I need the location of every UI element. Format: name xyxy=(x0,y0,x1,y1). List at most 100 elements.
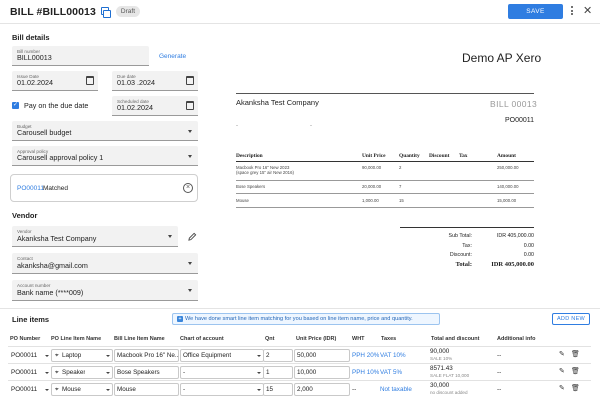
preview-total-label: Total: xyxy=(455,261,472,268)
chevron-down-icon[interactable] xyxy=(45,355,49,357)
approval-policy-select[interactable]: Approval policy Carousell approval polic… xyxy=(12,146,198,166)
preview-row-2-quantity: 7 xyxy=(399,184,402,189)
save-button[interactable]: SAVE xyxy=(508,4,563,19)
preview-address-2: - xyxy=(310,123,312,129)
scheduled-date-value[interactable]: 01.02.2024 xyxy=(117,103,153,112)
edit-row-icon[interactable]: ✎ xyxy=(559,351,565,358)
calendar-icon[interactable] xyxy=(186,76,194,85)
due-date-label: Due date xyxy=(117,74,136,79)
chevron-down-icon[interactable] xyxy=(106,389,110,391)
chart-of-account-select[interactable] xyxy=(180,383,264,396)
bill-line-item-input[interactable] xyxy=(114,349,179,362)
preview-row-3-unit-price: 1,000.00 xyxy=(362,198,379,203)
preview-row-1-description: Macbook Pro 16" New 2023 (space grey 15" … xyxy=(236,165,294,176)
chevron-down-icon[interactable] xyxy=(188,262,192,265)
po-line-item-select[interactable] xyxy=(51,349,113,362)
account-number-select[interactable]: Account number Bank name (****009) xyxy=(12,280,198,301)
budget-value: Carousell budget xyxy=(17,128,72,137)
row-wht[interactable]: PPH 20% xyxy=(352,352,380,359)
chevron-down-icon[interactable] xyxy=(257,389,261,391)
add-line-item-button[interactable]: ADD NEW xyxy=(552,313,590,325)
col-wht: WHT xyxy=(352,336,365,342)
chevron-down-icon[interactable] xyxy=(45,389,49,391)
row-qty: 2 xyxy=(266,352,270,359)
delete-row-icon[interactable]: 🗑 xyxy=(571,385,580,392)
bill-number-field[interactable]: Bill number BILL00013 xyxy=(12,46,149,66)
issue-date-label: Issue Date xyxy=(17,74,39,79)
contact-select[interactable]: Contact akanksha@gmail.com xyxy=(12,253,198,274)
unit-price-input[interactable] xyxy=(294,349,350,362)
qty-input[interactable] xyxy=(263,349,293,362)
po-link[interactable]: PO00011 xyxy=(17,185,44,192)
row-taxes[interactable]: Not taxable xyxy=(380,386,412,393)
issue-date-field[interactable]: Issue Date 01.02.2024 xyxy=(12,71,98,91)
qty-input[interactable] xyxy=(263,366,293,379)
issue-date-value[interactable]: 01.02.2024 xyxy=(17,78,53,87)
preview-row-2-amount: 140,000.00 xyxy=(497,184,519,189)
due-date-field[interactable]: Due date 01.03 .2024 xyxy=(112,71,198,91)
row-wht[interactable]: PPH 10% xyxy=(352,369,380,376)
split-icon: ⌖ xyxy=(55,386,59,393)
po-match-box: PO00011 Matched × xyxy=(10,174,198,202)
preview-row-2-unit-price: 20,000.00 xyxy=(362,184,382,189)
bill-line-item-input[interactable] xyxy=(114,383,179,396)
row-taxes[interactable]: VAT 10% xyxy=(380,352,406,359)
row-chart-of-account: Office Equipment xyxy=(183,352,232,359)
copy-icon[interactable] xyxy=(100,7,112,18)
budget-select[interactable]: Budget Carousell budget xyxy=(12,121,198,141)
qty-input[interactable] xyxy=(263,383,293,396)
more-options-icon[interactable] xyxy=(570,6,574,17)
edit-vendor-icon[interactable] xyxy=(188,232,197,241)
calendar-icon[interactable] xyxy=(186,101,194,110)
preview-discount-label: Discount: xyxy=(449,252,472,258)
delete-row-icon[interactable]: 🗑 xyxy=(571,368,580,375)
calendar-icon[interactable] xyxy=(86,76,94,85)
preview-summary-line xyxy=(400,227,534,228)
row-discount: SALE 10% xyxy=(430,356,453,361)
preview-row-3-description: Mouse xyxy=(236,198,249,203)
preview-tax-value: 0.00 xyxy=(523,243,534,249)
remove-po-icon[interactable]: × xyxy=(183,183,193,193)
preview-row-3-quantity: 15 xyxy=(399,198,404,203)
close-icon[interactable]: ✕ xyxy=(583,5,593,17)
scheduled-date-field[interactable]: Scheduled date 01.02.2024 xyxy=(112,96,198,116)
generate-link[interactable]: Generate xyxy=(159,53,187,60)
col-unit-price: Unit Price (IDR) xyxy=(296,336,337,342)
chevron-down-icon[interactable] xyxy=(45,372,49,374)
edit-row-icon[interactable]: ✎ xyxy=(559,368,565,375)
split-icon: ⌖ xyxy=(55,369,59,376)
chart-of-account-select[interactable] xyxy=(180,366,264,379)
edit-row-icon[interactable]: ✎ xyxy=(559,385,565,392)
chevron-down-icon[interactable] xyxy=(257,355,261,357)
chevron-down-icon[interactable] xyxy=(257,372,261,374)
chevron-down-icon[interactable] xyxy=(106,372,110,374)
preview-row-divider xyxy=(236,207,534,208)
row-taxes[interactable]: VAT 5% xyxy=(380,369,403,376)
preview-discount-value: 0.00 xyxy=(523,252,534,258)
vendor-select[interactable]: Vendor Akanksha Test Company xyxy=(12,226,178,247)
row-po-line-item: Mouse xyxy=(62,386,81,393)
row-po-number: PO00011 xyxy=(11,369,38,376)
bill-number-value[interactable]: BILL00013 xyxy=(17,53,52,62)
delete-row-icon[interactable]: 🗑 xyxy=(571,351,580,358)
chevron-down-icon[interactable] xyxy=(106,355,110,357)
chevron-down-icon[interactable] xyxy=(168,235,172,238)
pay-on-due-label: Pay on the due date xyxy=(24,101,89,110)
chevron-down-icon[interactable] xyxy=(188,154,192,158)
pay-on-due-checkbox[interactable]: ✓ xyxy=(12,102,19,109)
split-icon: ⌖ xyxy=(55,352,59,359)
budget-label: Budget xyxy=(17,124,32,129)
chevron-down-icon[interactable] xyxy=(188,129,192,133)
col-chart-of-account: Chart of account xyxy=(180,336,224,342)
chevron-down-icon[interactable] xyxy=(188,289,192,292)
unit-price-input[interactable] xyxy=(294,366,350,379)
row-wht: -- xyxy=(352,386,357,393)
po-line-item-select[interactable] xyxy=(51,383,113,396)
unit-price-input[interactable] xyxy=(294,383,350,396)
preview-divider xyxy=(236,93,534,94)
po-line-item-select[interactable] xyxy=(51,366,113,379)
bill-line-item-input[interactable] xyxy=(114,366,179,379)
col-total-discount: Total and discount xyxy=(431,336,480,342)
plus-icon: + xyxy=(177,316,183,322)
due-date-value[interactable]: 01.03 .2024 xyxy=(117,78,155,87)
